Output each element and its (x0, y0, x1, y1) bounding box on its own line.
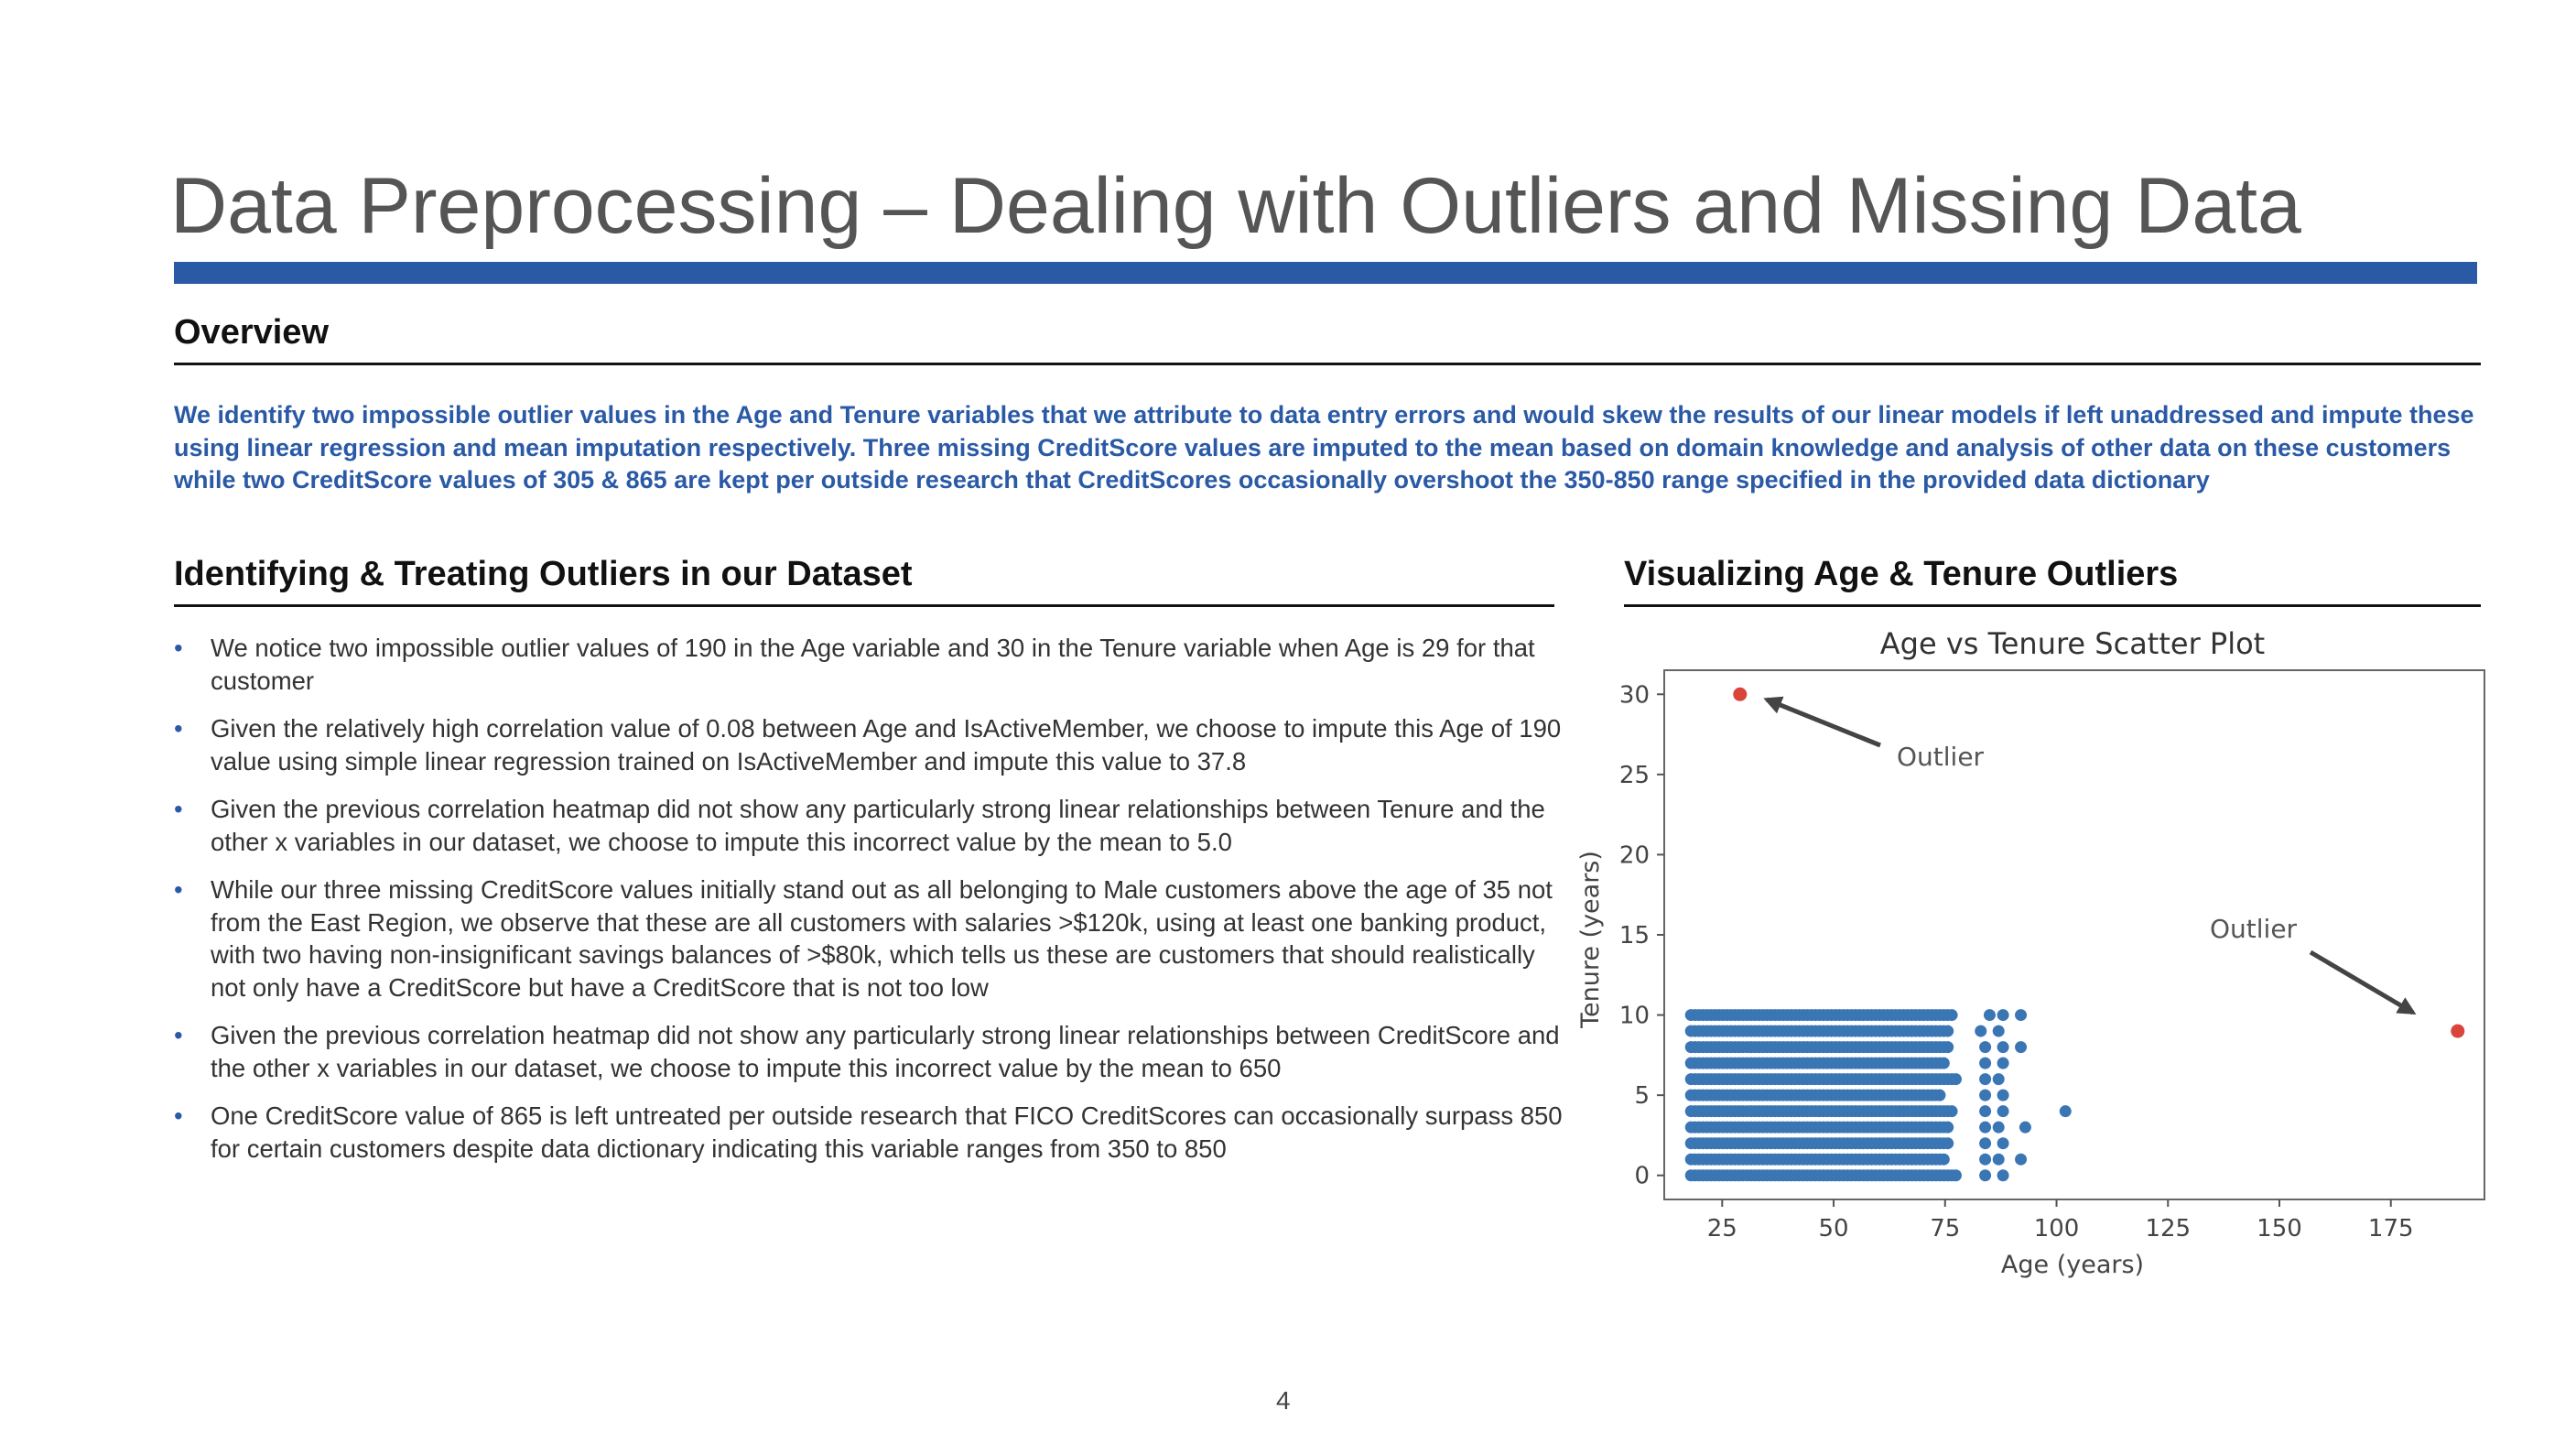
data-point (1942, 1137, 1954, 1150)
title-accent-bar (174, 262, 2477, 284)
y-axis-label: Tenure (years) (1576, 851, 1605, 1029)
data-point (1979, 1137, 1992, 1150)
y-tick-label: 10 (1619, 1003, 1650, 1030)
data-point (1992, 1121, 2005, 1134)
data-point (2059, 1105, 2072, 1118)
bullet-icon: • (174, 795, 183, 823)
bullet-text: While our three missing CreditScore valu… (211, 875, 1553, 1002)
data-point (1945, 1105, 1958, 1118)
bullet-text: Given the previous correlation heatmap d… (211, 795, 1545, 856)
x-axis-label: Age (years) (2001, 1251, 2144, 1279)
overview-heading: Overview (174, 313, 329, 352)
overview-text: We identify two impossible outlier value… (174, 401, 2474, 494)
data-point (1979, 1089, 1992, 1101)
data-point (1979, 1105, 1992, 1118)
x-tick-label: 175 (2368, 1215, 2414, 1242)
outliers-section-heading: Identifying & Treating Outliers in our D… (174, 555, 913, 593)
data-point (1997, 1105, 2009, 1118)
data-point (1979, 1057, 1992, 1069)
outlier-arrow (1763, 696, 1881, 748)
bullet-item: • One CreditScore value of 865 is left un… (174, 1100, 1565, 1165)
bullet-icon: • (174, 1021, 183, 1049)
data-point (1992, 1153, 2005, 1166)
bullet-item: • Given the relatively high correlation v… (174, 712, 1565, 777)
y-tick-label: 15 (1619, 922, 1650, 949)
age-tenure-scatter-chart: Age vs Tenure Scatter Plot 25 50 75 100 125 1… (1576, 626, 2485, 1279)
data-point (1997, 1009, 2009, 1022)
bullet-icon: • (174, 875, 183, 904)
outlier-arrow (2309, 949, 2417, 1015)
bullet-text: Given the previous correlation heatmap d… (211, 1021, 1560, 1082)
x-tick-label: 75 (1930, 1215, 1960, 1242)
x-axis-ticks: 25 50 75 100 125 150 175 (1707, 1199, 2414, 1242)
bullet-icon: • (174, 634, 183, 662)
data-point (1983, 1009, 1996, 1022)
y-tick-label: 0 (1634, 1163, 1650, 1190)
data-point (1933, 1089, 1946, 1101)
y-tick-label: 25 (1619, 762, 1650, 789)
data-point (1979, 1153, 1992, 1166)
chart-title: Age vs Tenure Scatter Plot (1880, 626, 2265, 661)
visualization-heading: Visualizing Age & Tenure Outliers (1624, 555, 2179, 593)
outliers-section-rule (174, 604, 1554, 607)
x-tick-label: 150 (2257, 1215, 2302, 1242)
data-point (1979, 1073, 1992, 1086)
data-point (2015, 1009, 2028, 1022)
data-point (1997, 1137, 2009, 1150)
x-tick-label: 25 (1707, 1215, 1737, 1242)
y-tick-label: 5 (1634, 1082, 1650, 1110)
plot-points (1684, 687, 2465, 1182)
bullet-text: We notice two impossible outlier values … (211, 634, 1535, 695)
bullet-icon: • (174, 1101, 183, 1130)
data-point (1937, 1057, 1950, 1069)
x-tick-label: 50 (1818, 1215, 1848, 1242)
bullet-text: Given the relatively high correlation va… (211, 714, 1562, 776)
outlier-point (2451, 1024, 2465, 1038)
outlier-label: Outlier (2210, 914, 2298, 944)
y-tick-label: 20 (1619, 841, 1650, 869)
data-point (1992, 1025, 2005, 1037)
data-point (2015, 1041, 2028, 1054)
data-point (2015, 1153, 2028, 1166)
bullet-item: • Given the previous correlation heatmap … (174, 1019, 1565, 1084)
data-point (1997, 1057, 2009, 1069)
bullet-item: • Given the previous correlation heatmap … (174, 793, 1565, 858)
data-point (1997, 1041, 2009, 1054)
y-tick-label: 30 (1619, 681, 1650, 709)
data-point (1937, 1153, 1950, 1166)
data-point (1942, 1025, 1954, 1037)
overview-rule (174, 363, 2481, 365)
data-point (1992, 1073, 2005, 1086)
data-point (1975, 1025, 1987, 1037)
data-point (1997, 1089, 2009, 1101)
slide-title: Data Preprocessing – Dealing with Outlie… (170, 162, 2301, 250)
outlier-point (1733, 687, 1748, 701)
data-point (1979, 1169, 1992, 1182)
bullet-item: • While our three missing CreditScore val… (174, 873, 1565, 1004)
bullet-text: One CreditScore value of 865 is left unt… (211, 1101, 1563, 1163)
x-tick-label: 100 (2034, 1215, 2080, 1242)
data-point (1997, 1169, 2009, 1182)
data-point (1979, 1121, 1992, 1134)
page-number: 4 (1276, 1386, 1291, 1415)
bullet-icon: • (174, 714, 183, 743)
data-point (1979, 1041, 1992, 1054)
data-point (1942, 1121, 1954, 1134)
outlier-label: Outlier (1897, 742, 1985, 772)
visualization-rule (1624, 604, 2481, 607)
data-point (1945, 1009, 1958, 1022)
outlier-annotations: Outlier Outlier (1763, 696, 2417, 1015)
data-point (1949, 1169, 1962, 1182)
x-tick-label: 125 (2145, 1215, 2191, 1242)
data-point (1942, 1041, 1954, 1054)
plot-frame (1663, 669, 2485, 1200)
data-point (1949, 1073, 1962, 1086)
y-axis-ticks: 0 5 10 15 20 25 30 (1619, 681, 1664, 1190)
data-point (2019, 1121, 2031, 1134)
bullet-item: • We notice two impossible outlier values… (174, 632, 1565, 697)
outlier-bullet-list: • We notice two impossible outlier values… (174, 632, 1565, 1180)
